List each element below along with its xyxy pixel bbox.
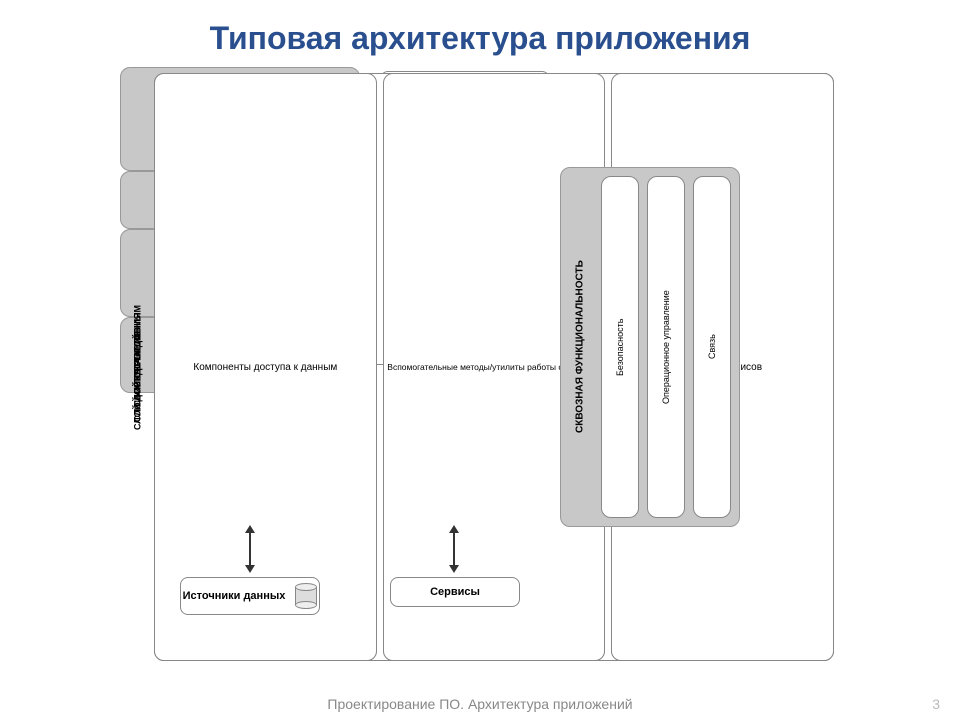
cross-security: Безопасность [601,176,639,518]
services-label: Сервисы [430,586,480,599]
page-number: 3 [932,696,940,712]
cross-ops: Операционное управление [647,176,685,518]
arrow-dataaccess-services [448,525,460,573]
database-icon [295,583,317,609]
data-sources-label: Источники данных [183,590,286,603]
crosscutting-label: СКВОЗНАЯ ФУНКЦИОНАЛЬНОСТЬ [567,174,593,520]
footer-text: Проектирование ПО. Архитектура приложени… [0,696,960,712]
crosscutting-box: СКВОЗНАЯ ФУНКЦИОНАЛЬНОСТЬ Безопасность О… [560,167,740,527]
layer-data-access-label: СЛОЙ ДОСТУПА К ДАННЫМ [124,71,152,663]
data-access-components-box: Компоненты доступа к данным [154,73,377,661]
data-sources-box: Источники данных [180,577,320,615]
layer-data-access: СЛОЙ ДОСТУПА К ДАННЫМ Компоненты доступа… [120,317,430,393]
slide-title: Типовая архитектура приложения [0,0,960,67]
cross-comm: Связь [693,176,731,518]
diagram: ПОЛЬЗОВАТЕЛИ ВНЕШНИЕ СИСТЕМЫ Потребители… [120,67,840,667]
services-box: Сервисы [390,577,520,607]
arrow-dataaccess-sources [244,525,256,573]
